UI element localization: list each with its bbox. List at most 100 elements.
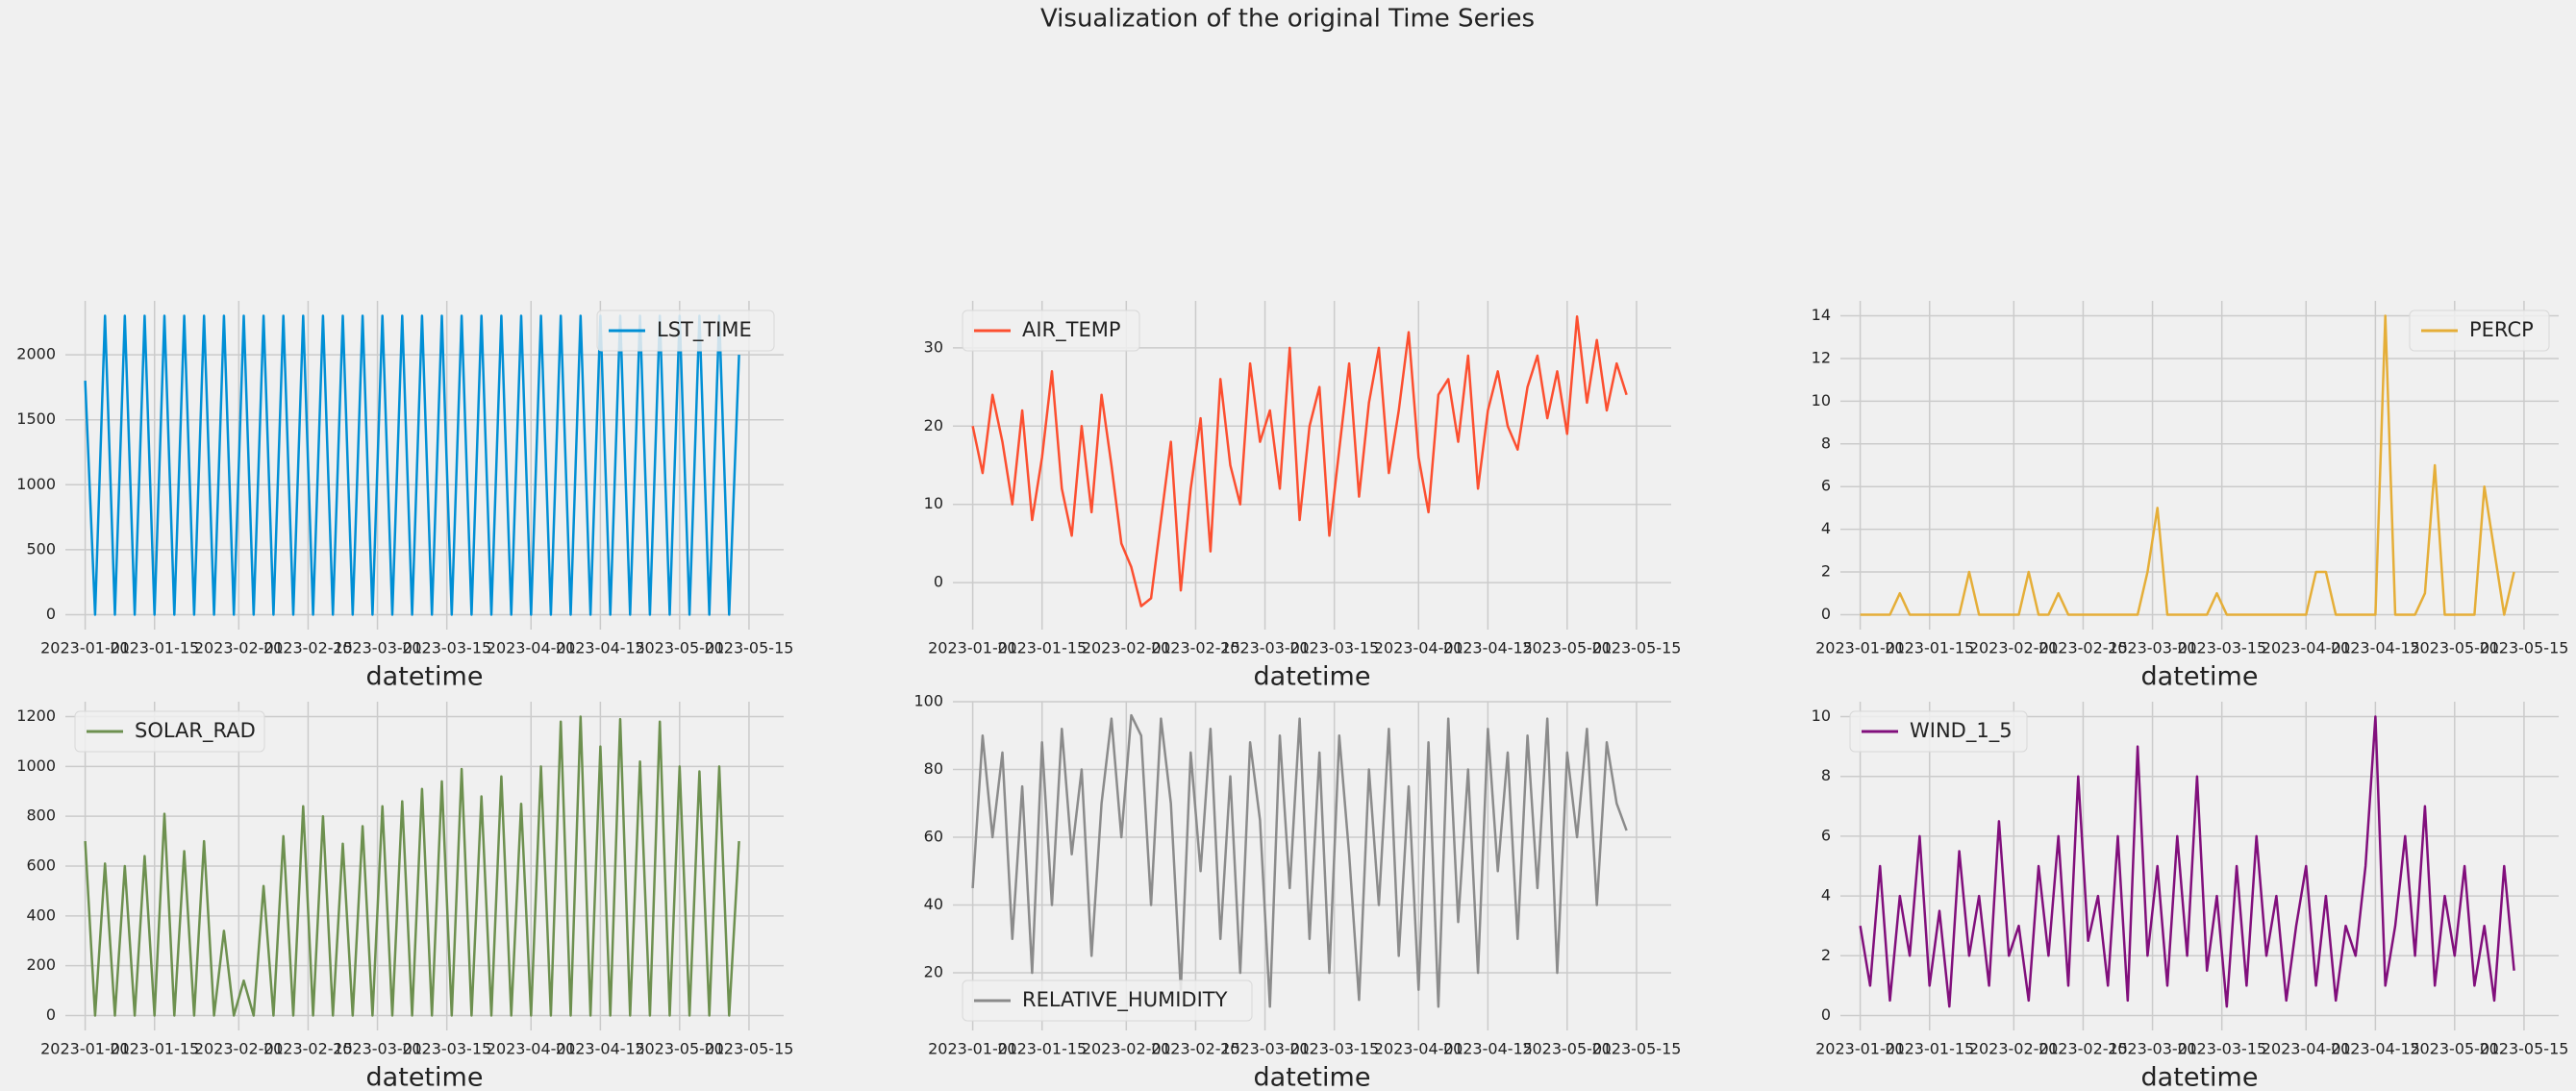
x-tick-label: 2023-05-01 xyxy=(635,1040,724,1058)
y-tick-label: 8 xyxy=(1821,434,1831,452)
y-tick-label: 20 xyxy=(924,963,943,981)
subplot: 01020302023-01-012023-01-152023-02-01202… xyxy=(924,301,1681,692)
x-tick-label: 2023-05-01 xyxy=(1522,639,1612,657)
x-tick-label: 2023-03-15 xyxy=(1289,639,1379,657)
legend: AIR_TEMP xyxy=(962,310,1140,352)
x-axis-label: datetime xyxy=(366,662,484,692)
x-tick-label: 2023-05-15 xyxy=(1591,1040,1681,1058)
y-tick-label: 100 xyxy=(913,692,943,710)
subplot: 02468102023-01-012023-01-152023-02-01202… xyxy=(1812,702,2568,1091)
y-tick-label: 10 xyxy=(1812,391,1831,409)
x-tick-label: 2023-03-15 xyxy=(2177,1040,2266,1058)
series-line xyxy=(84,314,740,616)
x-tick-label: 2023-03-15 xyxy=(402,639,491,657)
x-axis-label: datetime xyxy=(366,1063,484,1088)
x-tick-label: 2023-03-15 xyxy=(2177,639,2266,657)
x-tick-label: 2023-03-01 xyxy=(333,639,422,657)
y-tick-label: 4 xyxy=(1821,519,1831,537)
x-tick-label: 2023-03-15 xyxy=(1289,1040,1379,1058)
x-tick-label: 2023-04-01 xyxy=(1374,639,1463,657)
x-tick-label: 2023-02-01 xyxy=(194,639,284,657)
y-tick-label: 800 xyxy=(26,806,56,825)
x-tick-label: 2023-02-01 xyxy=(1082,639,1171,657)
x-tick-label: 2023-02-01 xyxy=(1969,1040,2059,1058)
x-tick-label: 2023-03-01 xyxy=(1220,1040,1310,1058)
figure-title: Visualization of the original Time Serie… xyxy=(1040,5,1535,34)
x-tick-label: 2023-05-01 xyxy=(1522,1040,1612,1058)
series-line xyxy=(1860,314,2515,616)
x-tick-label: 2023-03-15 xyxy=(402,1040,491,1058)
x-axis-label: datetime xyxy=(1254,1063,1371,1088)
x-tick-label: 2023-02-15 xyxy=(263,639,353,657)
x-tick-label: 2023-02-15 xyxy=(2038,1040,2128,1058)
y-tick-label: 14 xyxy=(1812,306,1831,324)
x-tick-label: 2023-03-01 xyxy=(2108,1040,2197,1058)
legend-label: PERCP xyxy=(2469,318,2534,341)
legend-box xyxy=(2409,310,2550,352)
y-tick-label: 30 xyxy=(924,337,943,356)
x-tick-label: 2023-02-15 xyxy=(263,1040,353,1058)
x-tick-label: 2023-05-01 xyxy=(2410,1040,2499,1058)
x-tick-label: 2023-02-15 xyxy=(2038,639,2128,657)
x-tick-label: 2023-04-15 xyxy=(556,639,645,657)
x-tick-label: 2023-02-01 xyxy=(1969,639,2059,657)
x-tick-label: 2023-04-01 xyxy=(487,1040,576,1058)
legend-label: WIND_1_5 xyxy=(1910,719,2013,743)
y-tick-label: 0 xyxy=(46,605,56,623)
y-tick-label: 500 xyxy=(26,539,56,558)
y-tick-label: 6 xyxy=(1821,826,1831,844)
series-line xyxy=(971,713,1628,1008)
legend: LST_TIME xyxy=(596,310,775,352)
legend-label: SOLAR_RAD xyxy=(135,719,256,743)
series-line xyxy=(84,715,740,1017)
x-tick-label: 2023-05-15 xyxy=(704,1040,793,1058)
y-tick-label: 6 xyxy=(1821,477,1831,495)
x-tick-label: 2023-03-01 xyxy=(333,1040,422,1058)
subplot: 0 200 400 600 800 1000 1200 2023-01-012023-01-1… xyxy=(16,702,793,1091)
x-axis-label: datetime xyxy=(2141,1063,2259,1088)
legend-box xyxy=(74,710,265,753)
x-tick-label: 2023-05-15 xyxy=(704,639,793,657)
x-tick-label: 2023-02-01 xyxy=(1082,1040,1171,1058)
legend: RELATIVE_HUMIDITY xyxy=(962,979,1253,1022)
y-tick-label: 600 xyxy=(26,856,56,875)
y-tick-label: 400 xyxy=(26,905,56,924)
subplot: 20 40 60 80 100 2023-01-012023-01-152023-02-0… xyxy=(913,692,1681,1091)
subplot: 0 2 4 6 8 10 12 14 2023-01-012023-01-152023-02-0… xyxy=(1812,301,2568,692)
legend: WIND_1_5 xyxy=(1849,710,2028,753)
y-tick-label: 1000 xyxy=(16,475,56,493)
y-tick-label: 2 xyxy=(1821,946,1831,964)
legend-label: RELATIVE_HUMIDITY xyxy=(1022,988,1228,1012)
x-axis-label: datetime xyxy=(2141,662,2259,692)
y-tick-label: 1500 xyxy=(16,409,56,428)
legend-box xyxy=(962,310,1140,352)
x-tick-label: 2023-05-15 xyxy=(1591,639,1681,657)
y-tick-label: 10 xyxy=(924,494,943,512)
legend: SOLAR_RAD xyxy=(74,710,265,753)
x-tick-label: 2023-01-01 xyxy=(40,1040,130,1058)
y-tick-label: 0 xyxy=(1821,1005,1831,1024)
legend-box xyxy=(596,310,775,352)
legend-box xyxy=(962,979,1253,1022)
y-tick-label: 4 xyxy=(1821,886,1831,905)
y-tick-label: 12 xyxy=(1812,348,1831,366)
x-tick-label: 2023-04-01 xyxy=(2262,639,2351,657)
y-tick-label: 1200 xyxy=(16,707,56,725)
x-tick-label: 2023-04-15 xyxy=(556,1040,645,1058)
y-tick-label: 1000 xyxy=(16,756,56,775)
x-tick-label: 2023-05-01 xyxy=(635,639,724,657)
x-tick-label: 2023-01-15 xyxy=(1885,639,1974,657)
y-tick-label: 2 xyxy=(1821,562,1831,581)
y-tick-label: 0 xyxy=(1821,605,1831,623)
x-tick-label: 2023-01-15 xyxy=(997,639,1087,657)
x-tick-label: 2023-04-01 xyxy=(487,639,576,657)
x-tick-label: 2023-04-15 xyxy=(1443,1040,1533,1058)
legend-label: LST_TIME xyxy=(657,318,752,342)
x-tick-label: 2023-04-15 xyxy=(2331,639,2420,657)
x-tick-label: 2023-01-15 xyxy=(997,1040,1087,1058)
x-tick-label: 2023-02-15 xyxy=(1151,639,1240,657)
y-tick-label: 2000 xyxy=(16,345,56,363)
y-tick-label: 10 xyxy=(1812,707,1831,725)
